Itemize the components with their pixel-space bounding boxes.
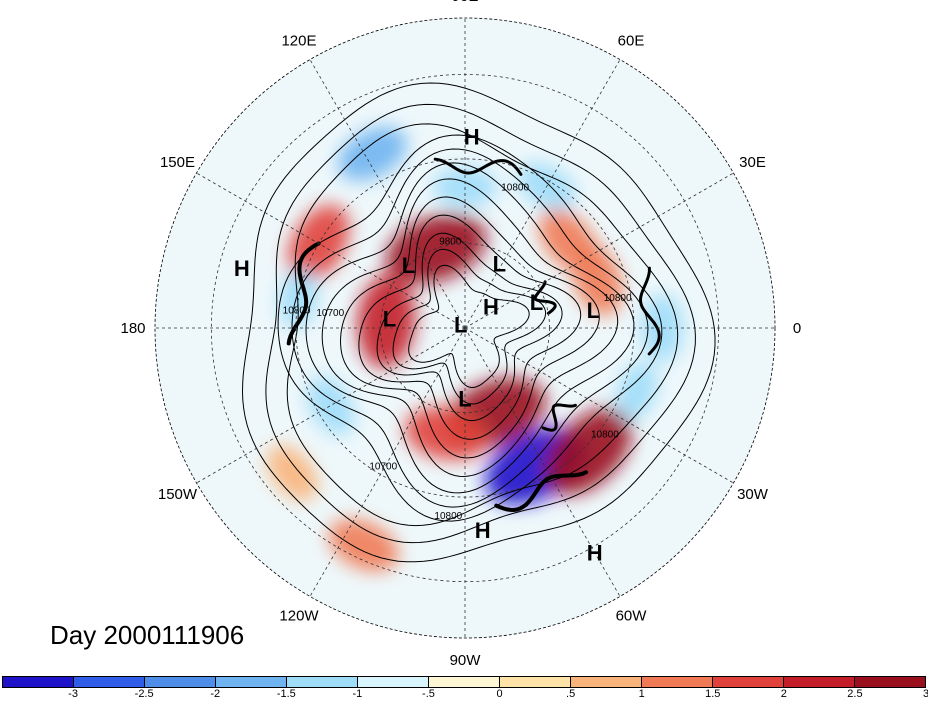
high-pressure-marker: H: [475, 518, 491, 543]
low-pressure-marker: L: [383, 307, 396, 332]
meridian: [464, 327, 621, 597]
longitude-label: 30E: [739, 154, 766, 171]
colorbar-swatch: [571, 677, 642, 687]
colorbar: [2, 676, 926, 688]
colorbar-swatch: [713, 677, 784, 687]
day-label: Day 2000111906: [50, 620, 245, 650]
colorbar-swatch: [358, 677, 429, 687]
meridian: [309, 59, 466, 329]
colorbar-tick-label: 1.5: [705, 688, 721, 700]
high-pressure-marker: H: [587, 541, 603, 566]
longitude-label: 90E: [452, 0, 479, 5]
longitude-label: 180: [120, 320, 145, 337]
contour-label: 10800: [604, 293, 632, 304]
colorbar-swatch: [216, 677, 287, 687]
colorbar-tick-label: 3: [922, 688, 928, 700]
meridian: [464, 59, 621, 329]
contour-label: 10800: [591, 429, 619, 440]
anomaly-blob: [337, 127, 407, 181]
low-pressure-marker: L: [402, 253, 415, 278]
colorbar-tick-label: -3: [68, 688, 78, 700]
colorbar-tick-label: .5: [566, 688, 576, 700]
low-pressure-marker: L: [530, 290, 543, 315]
high-pressure-marker: H: [464, 124, 480, 149]
meridian: [464, 327, 734, 484]
colorbar-tick-label: -2: [210, 688, 221, 700]
contour-label: 10700: [316, 308, 344, 319]
longitude-label: 60W: [616, 608, 648, 625]
meridian: [464, 172, 734, 329]
longitude-label: 90W: [450, 652, 482, 669]
colorbar-swatch: [500, 677, 571, 687]
longitude-label: 0: [793, 320, 801, 337]
jet-streak: [433, 157, 523, 176]
colorbar-tick-label: 1: [638, 688, 645, 700]
colorbar-tick-label: 2: [780, 688, 787, 700]
meridian: [196, 327, 466, 484]
anomaly-blob: [572, 244, 623, 316]
height-contour: [291, 148, 649, 508]
colorbar-swatch: [145, 677, 216, 687]
contour-label: 10800: [501, 182, 529, 193]
anomaly-blob: [357, 274, 416, 369]
contour-label: 10800: [434, 511, 462, 522]
meridian: [309, 327, 466, 597]
low-pressure-marker: L: [458, 386, 471, 411]
colorbar-tick-label: 0: [496, 688, 503, 700]
longitude-label: 120W: [279, 608, 319, 625]
jet-streak: [494, 470, 588, 513]
longitude-label: 120E: [281, 32, 316, 49]
colorbar-tick-label: -2.5: [134, 688, 154, 700]
height-contour: [339, 196, 600, 459]
map-border: [154, 17, 776, 639]
low-pressure-marker: L: [454, 312, 467, 337]
contour-label: 9800: [439, 237, 462, 248]
colorbar-tick-label: -1.5: [276, 688, 296, 700]
low-pressure-marker: L: [587, 298, 600, 323]
graticule: [155, 18, 775, 638]
jet-streak: [286, 241, 321, 346]
low-pressure-marker: L: [493, 251, 506, 276]
meridian: [196, 172, 466, 329]
longitude-label: 60E: [618, 32, 645, 49]
colorbar-tick-label: -.5: [422, 688, 435, 700]
contour-label: 10700: [369, 462, 397, 473]
high-pressure-marker: H: [234, 256, 250, 281]
colorbar-swatch: [3, 677, 74, 687]
anomaly-blob: [266, 445, 318, 501]
colorbar-tick-label: -1: [352, 688, 363, 700]
colorbar-swatch: [784, 677, 855, 687]
colorbar-tick-label: 2.5: [847, 688, 863, 700]
high-pressure-marker: H: [483, 294, 499, 319]
longitude-label: 30W: [737, 486, 769, 503]
colorbar-swatch: [855, 677, 925, 687]
longitude-label: 150E: [160, 154, 195, 171]
jet-streak: [533, 280, 557, 315]
jet-streak: [541, 403, 577, 432]
colorbar-swatch: [429, 677, 500, 687]
colorbar-ticks: -3 -2.5 -2 -1.5 -1 -.5 0 .5 1 1.5 2 2.5 3: [2, 688, 928, 702]
jet-streak: [638, 266, 661, 356]
longitude-label: 150W: [158, 486, 198, 503]
colorbar-swatch: [74, 677, 145, 687]
colorbar-swatch: [287, 677, 358, 687]
colorbar-swatch: [642, 677, 713, 687]
